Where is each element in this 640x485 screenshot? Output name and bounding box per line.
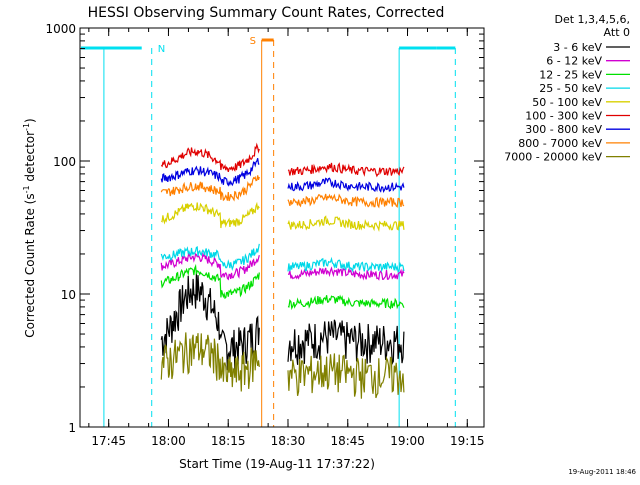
series-green xyxy=(160,263,405,311)
series-line-olive-seg1 xyxy=(287,353,405,399)
series-line-blue-seg0 xyxy=(160,158,260,187)
saa-marker-label: S xyxy=(250,36,256,47)
footer-timestamp: 19-Aug-2011 18:46 xyxy=(568,468,636,476)
series-line-olive-seg0 xyxy=(160,332,260,392)
series-line-red-seg1 xyxy=(287,162,405,178)
y-tick-label-3: 1000 xyxy=(45,22,76,36)
x-axis-label: Start Time (19-Aug-11 17:37:22) xyxy=(179,457,375,471)
series-line-orange-seg0 xyxy=(160,175,260,202)
series-line-green-seg1 xyxy=(287,294,405,311)
y-tick-label-2: 100 xyxy=(53,155,76,169)
legend-label-5: 100 - 300 keV xyxy=(525,110,602,123)
y-tick-label-1: 10 xyxy=(61,288,76,302)
x-tick-label-6: 19:15 xyxy=(450,434,485,448)
legend-label-0: 3 - 6 keV xyxy=(553,41,602,54)
series-line-black-seg1 xyxy=(287,319,405,366)
legend-label-3: 25 - 50 keV xyxy=(539,82,602,95)
series-line-orange-seg1 xyxy=(287,193,405,209)
series-olive xyxy=(160,332,405,399)
series-red xyxy=(160,142,405,178)
series-magenta xyxy=(160,251,405,281)
series-line-green-seg0 xyxy=(160,263,260,300)
series-line-blue-seg1 xyxy=(287,177,405,194)
series-cyan xyxy=(160,243,405,274)
series-line-yellow-seg1 xyxy=(287,215,405,232)
night-marker-label: N xyxy=(158,44,165,55)
x-tick-label-3: 18:30 xyxy=(271,434,306,448)
series-line-cyan-seg1 xyxy=(287,256,405,274)
series-line-red-seg0 xyxy=(160,142,260,172)
series-orange xyxy=(160,175,405,209)
y-axis-label: Corrected Count Rate (s-1 detector-1) xyxy=(22,118,37,337)
legend-label-8: 7000 - 20000 keV xyxy=(504,151,602,164)
legend-label-6: 300 - 800 keV xyxy=(525,123,602,136)
y-tick-label-0: 1 xyxy=(68,421,76,435)
series-line-yellow-seg0 xyxy=(160,201,260,229)
legend-label-1: 6 - 12 keV xyxy=(546,55,602,68)
x-tick-label-2: 18:15 xyxy=(211,434,246,448)
series-line-magenta-seg1 xyxy=(287,266,405,281)
legend-label-4: 50 - 100 keV xyxy=(532,96,602,109)
x-axis: 17:45 18:00 18:15 18:30 18:45 19:00 19:15 xyxy=(88,28,485,448)
x-tick-label-1: 18:00 xyxy=(151,434,186,448)
x-tick-label-4: 18:45 xyxy=(330,434,365,448)
series-line-cyan-seg0 xyxy=(160,243,260,272)
x-tick-label-5: 19:00 xyxy=(390,434,425,448)
series-line-magenta-seg0 xyxy=(160,251,260,281)
legend-label-7: 800 - 7000 keV xyxy=(518,137,602,150)
series-blue xyxy=(160,158,405,194)
legend-header-line2: Att 0 xyxy=(604,26,630,39)
x-tick-label-0: 17:45 xyxy=(91,434,126,448)
plot-area: NS xyxy=(81,36,456,427)
series-yellow xyxy=(160,201,405,232)
legend-header-line1: Det 1,3,4,5,6, xyxy=(554,13,630,26)
plot-frame xyxy=(79,27,485,428)
legend-label-2: 12 - 25 keV xyxy=(539,68,602,81)
chart-title: HESSI Observing Summary Count Rates, Cor… xyxy=(88,5,445,21)
y-axis: 1 10 100 1000 xyxy=(45,22,484,435)
